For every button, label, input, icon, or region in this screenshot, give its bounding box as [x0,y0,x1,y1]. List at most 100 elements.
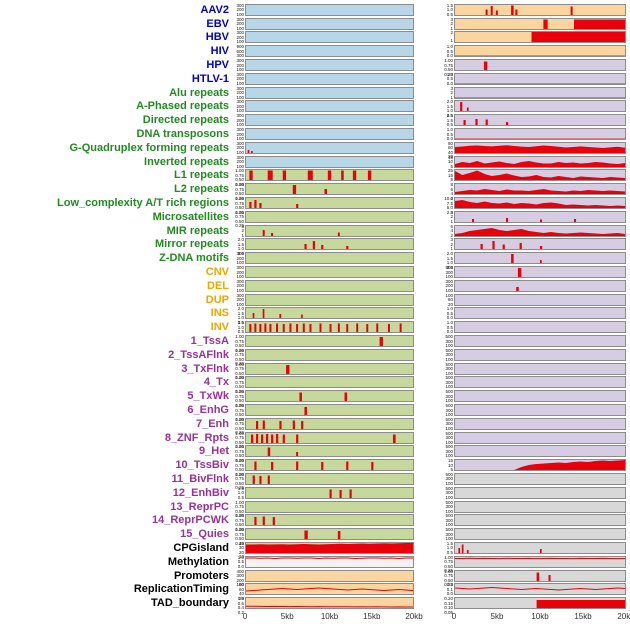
y-tick: 2 [450,214,453,220]
x-axis-tick-label: 0 [451,612,457,622]
track-label: EBV [206,17,229,30]
signal-bar [321,245,324,250]
signal-bar [506,122,509,126]
column-gap [414,161,442,162]
signal-bar [352,170,357,181]
signal-bar [540,246,543,250]
y-tick: 100 [445,384,453,390]
y-tick: 25 [447,168,453,174]
y-tick: 200 [445,283,453,289]
track-label: DUP [205,293,229,306]
y-tick: 1.0 [446,7,453,13]
track-label: Z-DNA motifs [159,252,229,265]
y-tick: 0.50 [235,536,244,542]
y-tick: 200 [236,577,244,583]
signal-bar [271,434,274,443]
y-tick: 0.50 [235,356,244,362]
signal-bar [371,462,374,471]
y-tick: 1.5 [446,540,453,546]
y-axis-tick-labels: 1.5 1.0 0.5 [233,321,245,335]
signal-bar [262,229,265,236]
signal-bar [251,434,254,443]
y-axis-tick-labels: 300 200 100 [233,141,245,154]
y-tick: 100 [236,163,244,169]
y-tick: 0.50 [235,453,244,459]
signal-area [455,189,625,195]
track-panel [454,45,626,58]
y-tick: 1.00 [235,444,244,450]
y-axis-tick-labels: 2.0 1.5 1.0 0.5 [442,100,454,118]
signal-bar [282,324,285,333]
y-tick: 0.25 [235,402,244,408]
track-panel [245,541,414,554]
y-tick: 2 [450,195,453,201]
column-gap [414,561,442,562]
track-label: 8_ZNF_Rpts [164,431,229,444]
y-tick: 100 [445,287,453,293]
y-tick: 1 [450,25,453,31]
y-tick: 0.2 [237,609,244,615]
column-gap [414,272,442,273]
track-panel [245,224,414,237]
column-gap [414,506,442,507]
y-tick: 1 [450,246,453,252]
y-axis-tick-labels: 500 300 100 [442,500,454,513]
column-gap [414,78,442,79]
y-tick: 1.0 [237,324,244,330]
y-tick: 15 [447,154,453,160]
x-axis-tick-label: 20kb [405,612,423,622]
y-tick: 2 [450,241,453,247]
signal-bar [349,489,352,498]
signal-bar [256,420,259,429]
y-tick: 0.25 [235,540,244,546]
y-axis-tick-labels: 1.00 0.75 0.50 0.25 [233,417,245,435]
y-tick: 0.5 [237,329,244,335]
track-label: 2_TssAFlnk [168,348,229,361]
y-tick: 400 [236,568,244,574]
y-tick: 100 [236,301,244,307]
y-tick: 5.0 [446,205,453,211]
track-panel [454,238,626,251]
y-tick: 2.0 [237,237,244,243]
y-tick: 0.50 [235,205,244,211]
track-label: CPGisland [173,541,229,554]
y-tick: 0.50 [235,370,244,376]
track-row: Alu repeats 300 200 100 3 2 1 [0,86,630,100]
y-tick: 1.0 [237,246,244,252]
signal-bar [490,5,493,15]
y-axis-tick-labels: 500 300 100 [442,403,454,416]
y-tick: 1.00 [235,347,244,353]
y-axis-tick-labels: 500 300 100 [442,486,454,499]
y-tick: 200 [236,7,244,13]
track-panel [245,569,414,582]
y-tick: 40 [238,591,244,597]
signal-bar [272,517,275,526]
y-tick: 0.5 [446,310,453,316]
y-tick: 1.00 [235,334,244,340]
y-axis-tick-labels: 1.00 0.75 0.50 0.25 [233,197,245,215]
y-tick: 0.75 [235,200,244,206]
y-tick: 2 [450,21,453,27]
signal-line [246,606,413,607]
signal-bar [341,170,344,181]
y-axis-tick-labels: 300 200 100 [233,266,245,279]
track-panel [245,597,414,610]
track-panel [245,390,414,403]
y-tick: 300 [236,16,244,22]
signal-bar [472,218,475,222]
y-tick: 0.0 [446,329,453,335]
signal-bar [304,407,307,415]
y-axis-tick-labels: 500 300 100 [442,266,454,279]
y-tick: 200 [236,21,244,27]
track-label: HBV [205,31,229,44]
y-tick: 0.75 [235,352,244,358]
track-row: 3_TxFlnk 1.00 0.75 0.50 0.25 500 300 100 [0,362,630,380]
track-panel [245,59,414,72]
y-tick: 0.25 [235,485,244,491]
y-tick: 100 [445,343,453,349]
track-panel [245,155,414,168]
signal-bar [485,119,488,126]
track-panel [454,128,626,141]
track-label: 4_Tx [203,376,229,389]
